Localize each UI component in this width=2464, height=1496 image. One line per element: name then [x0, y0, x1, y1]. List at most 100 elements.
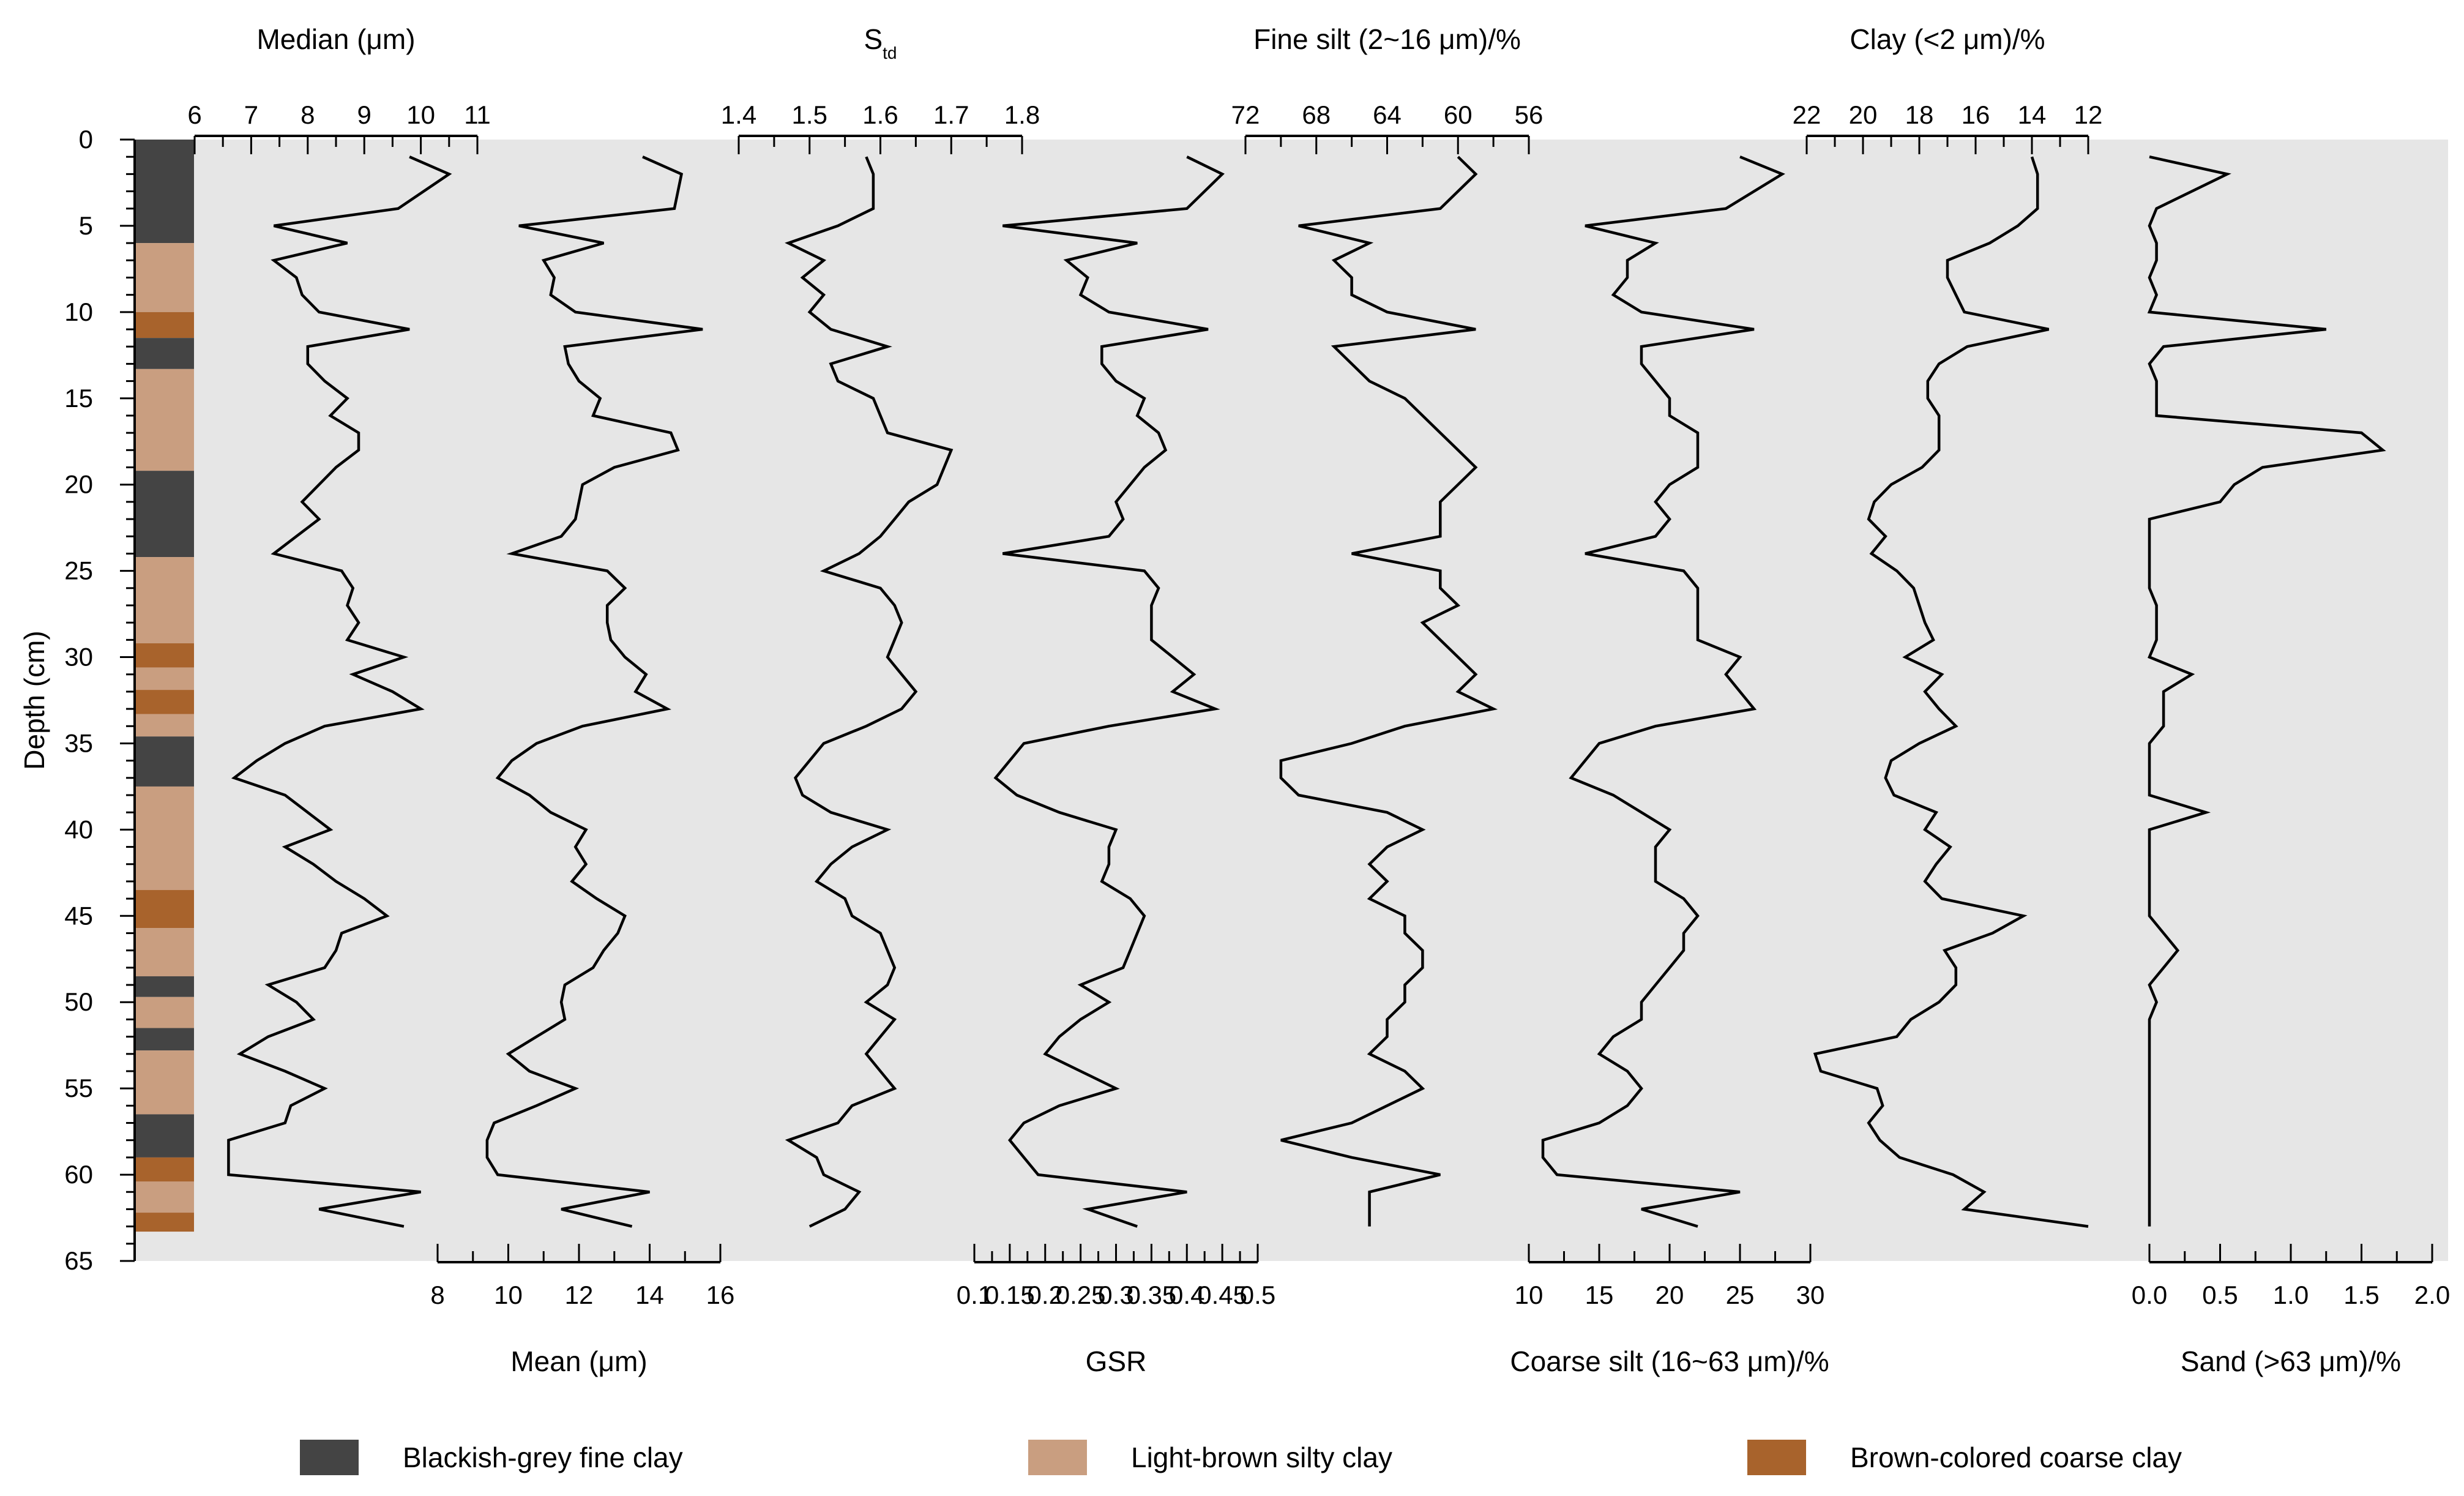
series-tick-label: 68	[1302, 100, 1331, 129]
series-tick-label: 0.2	[1028, 1281, 1063, 1309]
lith-segment-blackish	[135, 338, 194, 369]
depth-axis-label: Depth (cm)	[18, 630, 50, 769]
depth-tick-label: 45	[64, 901, 93, 930]
legend-label-light: Light-brown silty clay	[1131, 1442, 1392, 1473]
series-tick-label: 11	[464, 100, 491, 129]
series-line	[1813, 156, 2089, 1228]
lith-segment-light	[135, 368, 194, 471]
lith-segment-light	[135, 243, 194, 312]
depth-tick-label: 5	[79, 211, 93, 240]
series-axis-title: GSR	[1086, 1345, 1147, 1377]
series-tick-label: 10	[406, 100, 435, 129]
series-tick-label: 12	[2074, 100, 2103, 129]
series-axis-title: Coarse silt (16~63 μm)/%	[1510, 1345, 1829, 1377]
series-tick-label: 22	[1793, 100, 1821, 129]
lith-segment-brown	[135, 643, 194, 668]
depth-tick-label: 15	[64, 384, 93, 413]
legend-swatch-blackish	[300, 1440, 359, 1475]
lith-segment-light	[135, 557, 194, 643]
depth-tick-label: 10	[64, 297, 93, 326]
series-tick-label: 30	[1796, 1281, 1825, 1309]
series-tick-label: 0.25	[1056, 1281, 1106, 1309]
series-line	[2147, 155, 2386, 1227]
series-tick-label: 2.0	[2414, 1281, 2450, 1309]
series-axis-title: Sand (>63 μm)/%	[2181, 1345, 2401, 1377]
plot-background	[135, 140, 2448, 1261]
depth-tick-label: 60	[64, 1160, 93, 1189]
depth-tick-label: 65	[64, 1246, 93, 1275]
lith-segment-blackish	[135, 976, 194, 997]
lith-segment-light	[135, 714, 194, 737]
lith-segment-brown	[135, 690, 194, 714]
series-layer	[227, 155, 2386, 1228]
series-line	[227, 155, 452, 1228]
series-tick-label: 0.3	[1098, 1281, 1133, 1309]
lith-segment-blackish	[135, 736, 194, 787]
lith-segment-light	[135, 786, 194, 891]
lith-segment-blackish	[135, 1028, 194, 1051]
series-line	[1541, 155, 1785, 1228]
series-axis-title: Std	[864, 23, 897, 62]
series-tick-label: 1.4	[721, 100, 756, 129]
series-tick-label: 0.45	[1197, 1281, 1247, 1309]
series-tick-label: 7	[244, 100, 258, 129]
lith-segment-brown	[135, 1213, 194, 1232]
legend: Blackish-grey fine clay Light-brown silty…	[300, 1440, 2182, 1475]
lith-segment-brown	[135, 1157, 194, 1182]
lith-segment-light	[135, 997, 194, 1028]
series-tick-label: 60	[1444, 100, 1473, 129]
depth-tick-label: 35	[64, 728, 93, 757]
series-tick-label: 14	[2018, 100, 2047, 129]
depth-tick-label: 25	[64, 556, 93, 585]
series-tick-label: 10	[494, 1281, 523, 1309]
depth-tick-label: 30	[64, 643, 93, 671]
lith-segment-light	[135, 1050, 194, 1115]
series-tick-label: 0.5	[1240, 1281, 1275, 1309]
series-line	[785, 156, 954, 1228]
lith-segment-blackish	[135, 1114, 194, 1158]
series-tick-label: 0.35	[1127, 1281, 1177, 1309]
series-tick-label: 16	[706, 1281, 735, 1309]
series-tick-label: 1.5	[2343, 1281, 2379, 1309]
series-tick-label: 16	[1962, 100, 1990, 129]
depth-tick-label: 50	[64, 987, 93, 1016]
lithology-column	[135, 140, 194, 1232]
series-tick-label: 1.6	[862, 100, 898, 129]
series-line	[485, 155, 703, 1228]
series-tick-label: 9	[357, 100, 371, 129]
depth-tick-label: 55	[64, 1074, 93, 1102]
series-tick-label: 15	[1585, 1281, 1614, 1309]
legend-swatch-light	[1028, 1440, 1087, 1475]
series-tick-label: 10	[1515, 1281, 1544, 1309]
lith-segment-light	[135, 1181, 194, 1213]
lith-segment-light	[135, 928, 194, 976]
series-tick-label: 1.5	[792, 100, 827, 129]
series-tick-label: 1.8	[1004, 100, 1040, 129]
series-tick-label: 1.0	[2273, 1281, 2309, 1309]
series-axis-title: Median (μm)	[256, 23, 415, 55]
series-tick-label: 56	[1515, 100, 1544, 129]
series-axis-title-subscript: td	[883, 43, 897, 62]
lith-segment-blackish	[135, 140, 194, 244]
series-tick-label: 0.15	[985, 1281, 1035, 1309]
lith-segment-brown	[135, 312, 194, 338]
series-tick-label: 25	[1726, 1281, 1755, 1309]
series-tick-label: 0.5	[2202, 1281, 2238, 1309]
legend-label-blackish: Blackish-grey fine clay	[403, 1442, 683, 1473]
series-axis-title: Mean (μm)	[510, 1345, 647, 1377]
series-tick-label: 8	[430, 1281, 444, 1309]
depth-tick-label: 40	[64, 815, 93, 843]
series-tick-label: 0.1	[957, 1281, 992, 1309]
series-tick-label: 14	[635, 1281, 664, 1309]
series-tick-label: 0.0	[2132, 1281, 2167, 1309]
lith-segment-brown	[135, 890, 194, 929]
series-tick-label: 64	[1373, 100, 1402, 129]
depth-tick-label: 0	[79, 125, 93, 154]
series-tick-label: 72	[1231, 100, 1260, 129]
series-line	[993, 155, 1225, 1228]
series-line	[1279, 155, 1498, 1227]
legend-swatch-brown	[1747, 1440, 1806, 1475]
series-tick-label: 1.7	[933, 100, 969, 129]
series-axis-title: Fine silt (2~16 μm)/%	[1253, 23, 1521, 55]
